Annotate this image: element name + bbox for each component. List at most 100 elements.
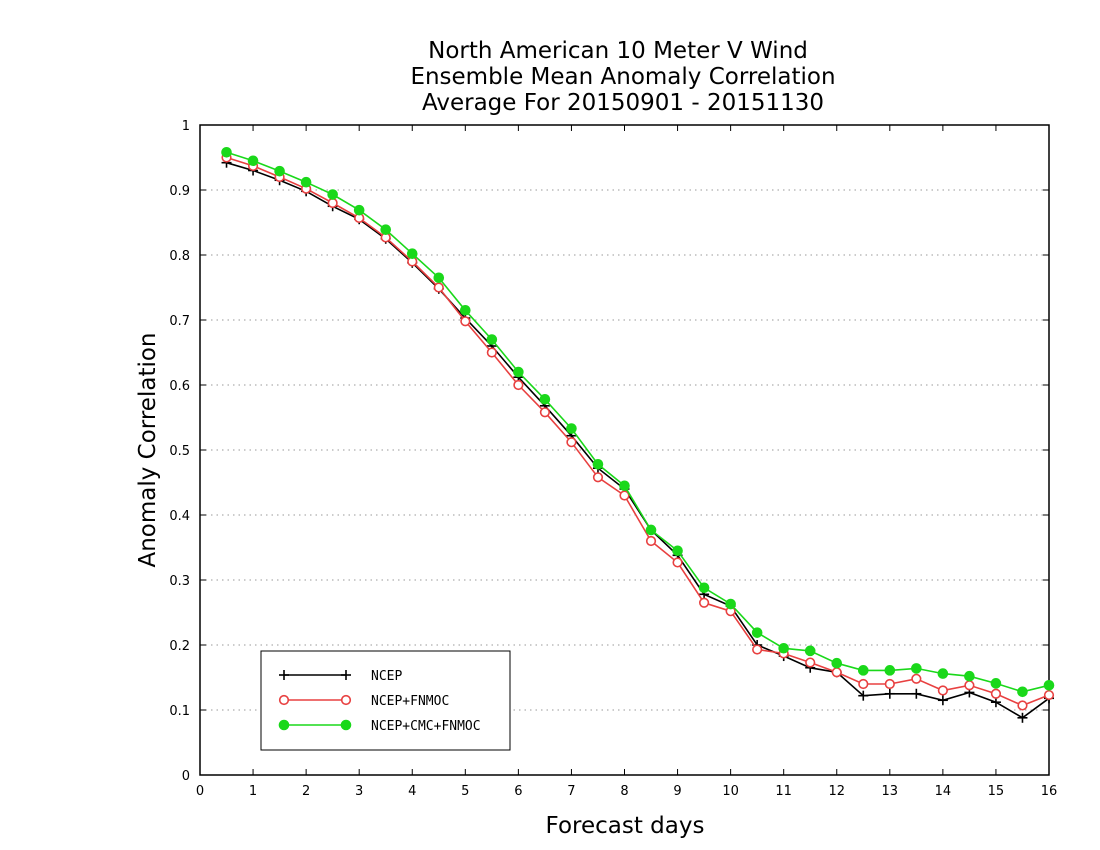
data-point — [1043, 680, 1055, 691]
data-point — [752, 644, 763, 655]
data-point — [327, 189, 338, 200]
data-point — [857, 665, 869, 676]
data-point — [778, 642, 789, 654]
data-point — [221, 147, 232, 158]
x-tick-label: 12 — [828, 784, 845, 799]
data-point — [513, 366, 524, 378]
data-point — [380, 224, 392, 235]
legend-marker — [341, 670, 351, 680]
data-point — [831, 667, 842, 678]
data-point — [805, 657, 816, 668]
legend-marker — [340, 719, 352, 731]
data-point — [672, 557, 683, 568]
data-point — [937, 685, 948, 696]
data-point — [460, 304, 471, 316]
chart-title-line-2: Ensemble Mean Anomaly Correlation — [410, 64, 835, 90]
data-point — [698, 582, 710, 594]
data-point — [274, 165, 285, 177]
data-point — [725, 598, 736, 610]
x-tick-label: 7 — [567, 784, 575, 799]
data-point — [858, 678, 869, 690]
x-axis-title: Forecast days — [546, 813, 705, 839]
data-point — [513, 379, 524, 391]
legend-entry: NCEP — [279, 669, 402, 684]
x-tick-label: 3 — [355, 784, 363, 799]
x-tick-label: 13 — [882, 784, 899, 799]
axis-ticks: 00.10.20.30.40.50.60.70.80.910 1 2 3 4 5 6 7 8 9 1… — [169, 119, 1057, 799]
data-point — [884, 688, 895, 699]
data-point — [884, 665, 896, 676]
data-point — [884, 678, 895, 690]
x-tick-label: 5 — [461, 784, 469, 799]
x-tick-label: 8 — [620, 784, 628, 799]
y-tick-label: 0.6 — [169, 379, 190, 394]
data-point — [911, 663, 922, 674]
data-point — [300, 176, 312, 188]
y-tick-label: 0 — [182, 769, 190, 784]
data-point — [406, 248, 418, 259]
y-tick-label: 0.1 — [169, 704, 190, 719]
x-tick-label: 0 — [196, 784, 204, 799]
x-tick-label: 6 — [514, 784, 522, 799]
series-ncep — [221, 157, 1054, 723]
x-tick-label: 16 — [1041, 784, 1058, 799]
legend-label: NCEP — [371, 669, 402, 684]
x-tick-label: 14 — [935, 784, 952, 799]
data-point — [990, 688, 1002, 699]
data-point — [619, 490, 630, 501]
data-point — [645, 535, 657, 547]
data-point — [831, 657, 843, 669]
series-line — [226, 161, 1050, 719]
y-tick-label: 0.4 — [169, 509, 190, 524]
data-point — [698, 597, 710, 608]
y-tick-label: 0.7 — [169, 314, 190, 329]
data-point — [1017, 712, 1028, 723]
y-tick-label: 1 — [182, 119, 190, 134]
data-point — [672, 545, 683, 557]
x-tick-label: 11 — [775, 784, 792, 799]
data-point — [1017, 700, 1028, 711]
data-point — [592, 472, 604, 483]
y-tick-label: 0.2 — [169, 639, 190, 654]
data-point — [990, 678, 1002, 689]
series-ncep-cmc-fnmoc — [221, 147, 1055, 698]
data-point — [327, 197, 338, 209]
chart-title-line-1: North American 10 Meter V Wind — [428, 38, 808, 64]
legend-entry: NCEP+CMC+FNMOC — [278, 719, 481, 734]
chart-title-line-3: Average For 20150901 - 20151130 — [422, 90, 824, 116]
chart-title: North American 10 Meter V Wind Ensemble … — [410, 38, 835, 116]
data-point — [486, 334, 498, 345]
data-point — [911, 688, 922, 699]
data-point — [964, 670, 975, 682]
legend-marker — [278, 719, 290, 731]
gridlines — [200, 189, 1049, 711]
legend-marker — [278, 694, 290, 706]
data-point — [645, 524, 657, 536]
data-point — [964, 680, 975, 691]
data-point — [433, 282, 444, 293]
series-line — [226, 151, 1050, 693]
x-tick-label: 4 — [408, 784, 416, 799]
data-point — [937, 695, 948, 706]
data-point — [566, 423, 577, 434]
data-point — [1043, 689, 1055, 701]
x-tick-label: 15 — [988, 784, 1005, 799]
series-ncep-fnmoc — [221, 152, 1055, 711]
y-tick-label: 0.5 — [169, 444, 190, 459]
series-layer — [221, 147, 1055, 723]
data-point — [1017, 686, 1028, 698]
data-point — [353, 204, 365, 216]
series-line — [226, 156, 1050, 707]
legend: NCEP NCEP+FNMOC NCEP+CMC+FNMOC — [260, 650, 511, 751]
legend-label: NCEP+FNMOC — [371, 694, 449, 709]
data-point — [460, 316, 471, 327]
data-point — [804, 645, 816, 657]
data-point — [539, 407, 551, 418]
data-point — [751, 627, 763, 638]
x-tick-label: 9 — [673, 784, 681, 799]
data-point — [937, 668, 949, 679]
data-point — [486, 347, 497, 358]
data-point — [566, 437, 577, 448]
legend-label: NCEP+CMC+FNMOC — [371, 719, 481, 734]
data-point — [619, 480, 630, 492]
